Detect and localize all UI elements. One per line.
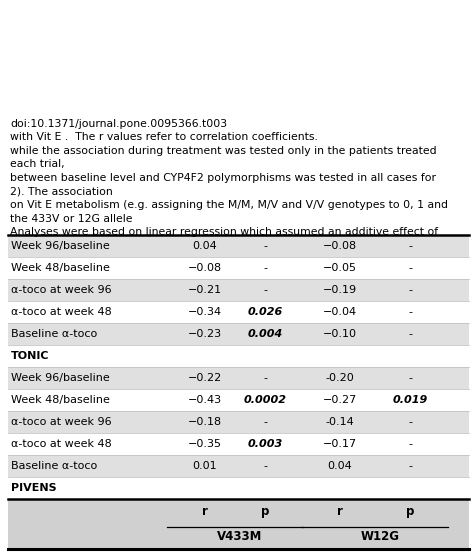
Text: -: - <box>408 285 412 295</box>
Text: Week 96/baseline: Week 96/baseline <box>11 241 110 251</box>
Text: Week 48/baseline: Week 48/baseline <box>11 395 110 405</box>
Text: V433M: V433M <box>217 530 263 543</box>
Text: p: p <box>406 505 414 517</box>
Text: each trial,: each trial, <box>10 159 64 169</box>
Text: while the association during treatment was tested only in the patients treated: while the association during treatment w… <box>10 146 437 156</box>
Text: 0.04: 0.04 <box>192 241 218 251</box>
Text: −0.34: −0.34 <box>188 307 222 317</box>
Text: Baseline α-toco: Baseline α-toco <box>11 329 97 339</box>
Text: r: r <box>202 505 208 517</box>
Text: −0.23: −0.23 <box>188 329 222 339</box>
Text: 0.003: 0.003 <box>247 439 283 449</box>
Text: −0.04: −0.04 <box>323 307 357 317</box>
Text: −0.21: −0.21 <box>188 285 222 295</box>
Text: −0.10: −0.10 <box>323 329 357 339</box>
Text: -: - <box>408 373 412 383</box>
Text: 0.004: 0.004 <box>247 329 283 339</box>
Text: Week 96/baseline: Week 96/baseline <box>11 373 110 383</box>
Text: α-toco at week 48: α-toco at week 48 <box>11 307 112 317</box>
Text: 0.04: 0.04 <box>328 461 352 471</box>
Text: p: p <box>261 505 269 517</box>
Bar <box>8 367 469 389</box>
Text: Week 48/baseline: Week 48/baseline <box>11 263 110 273</box>
Text: between baseline level and CYP4F2 polymorphisms was tested in all cases for: between baseline level and CYP4F2 polymo… <box>10 173 436 183</box>
Text: Analyses were based on linear regression which assumed an additive effect of: Analyses were based on linear regression… <box>10 227 438 237</box>
Text: 0.026: 0.026 <box>247 307 283 317</box>
Text: with Vit E .  The r values refer to correlation coefficients.: with Vit E . The r values refer to corre… <box>10 133 318 143</box>
Text: -: - <box>263 461 267 471</box>
Text: α-toco at week 48: α-toco at week 48 <box>11 439 112 449</box>
Bar <box>8 455 469 477</box>
Text: −0.27: −0.27 <box>323 395 357 405</box>
Text: 2). The association: 2). The association <box>10 187 113 197</box>
Text: TONIC: TONIC <box>11 351 49 361</box>
Text: -0.14: -0.14 <box>326 417 355 427</box>
Text: 0.01: 0.01 <box>193 461 217 471</box>
Bar <box>8 235 469 257</box>
Text: -: - <box>408 329 412 339</box>
Text: -: - <box>408 241 412 251</box>
Text: α-toco at week 96: α-toco at week 96 <box>11 417 111 427</box>
Text: −0.22: −0.22 <box>188 373 222 383</box>
Text: −0.35: −0.35 <box>188 439 222 449</box>
Text: -: - <box>263 263 267 273</box>
Text: 0.019: 0.019 <box>392 395 428 405</box>
Text: the 433V or 12G allele: the 433V or 12G allele <box>10 213 133 223</box>
Bar <box>8 235 469 549</box>
Bar <box>8 499 469 549</box>
Text: −0.19: −0.19 <box>323 285 357 295</box>
Text: 0.0002: 0.0002 <box>244 395 286 405</box>
Text: α-toco at week 96: α-toco at week 96 <box>11 285 111 295</box>
Text: −0.05: −0.05 <box>323 263 357 273</box>
Text: −0.43: −0.43 <box>188 395 222 405</box>
Text: on Vit E metabolism (e.g. assigning the M/M, M/V and V/V genotypes to 0, 1 and: on Vit E metabolism (e.g. assigning the … <box>10 200 448 210</box>
Text: -: - <box>408 263 412 273</box>
Text: -: - <box>263 417 267 427</box>
Text: doi:10.1371/journal.pone.0095366.t003: doi:10.1371/journal.pone.0095366.t003 <box>10 119 227 129</box>
Text: Baseline α-toco: Baseline α-toco <box>11 461 97 471</box>
Text: -0.20: -0.20 <box>326 373 355 383</box>
Text: -: - <box>263 285 267 295</box>
Text: -: - <box>408 439 412 449</box>
Text: -: - <box>408 417 412 427</box>
Text: −0.08: −0.08 <box>323 241 357 251</box>
Text: -: - <box>408 307 412 317</box>
Text: -: - <box>263 241 267 251</box>
Text: −0.08: −0.08 <box>188 263 222 273</box>
Text: r: r <box>337 505 343 517</box>
Bar <box>8 411 469 433</box>
Text: W12G: W12G <box>361 530 400 543</box>
Text: PIVENS: PIVENS <box>11 483 56 493</box>
Text: -: - <box>408 461 412 471</box>
Bar <box>8 323 469 345</box>
Text: −0.18: −0.18 <box>188 417 222 427</box>
Bar <box>8 279 469 301</box>
Text: -: - <box>263 373 267 383</box>
Text: −0.17: −0.17 <box>323 439 357 449</box>
